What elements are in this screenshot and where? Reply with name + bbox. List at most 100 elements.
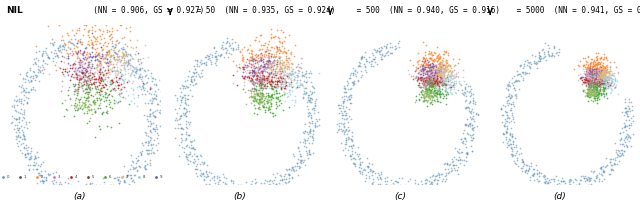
Point <box>120 50 130 53</box>
Point <box>262 70 272 74</box>
Point <box>97 187 107 190</box>
Point <box>271 96 282 99</box>
Point <box>182 86 192 89</box>
Point <box>111 57 121 61</box>
Point <box>46 180 56 183</box>
Point <box>18 89 28 92</box>
Point <box>271 62 281 66</box>
Point <box>26 80 36 83</box>
Text: γ: γ <box>486 6 493 15</box>
Point <box>373 171 383 175</box>
Point <box>409 187 419 190</box>
Point <box>473 113 483 116</box>
Point <box>247 68 257 71</box>
Point <box>564 177 575 181</box>
Point <box>607 80 617 83</box>
Point <box>294 83 305 87</box>
Point <box>443 72 453 75</box>
Point <box>502 103 513 107</box>
Point <box>434 62 444 66</box>
Point <box>87 46 97 50</box>
Point <box>263 48 273 51</box>
Point <box>344 97 354 101</box>
Point <box>470 100 481 103</box>
Point <box>207 176 217 180</box>
Point <box>212 57 222 61</box>
Point <box>588 77 598 80</box>
Point <box>109 46 119 49</box>
Point <box>32 176 42 179</box>
Point <box>267 82 277 86</box>
Point <box>272 80 282 84</box>
Point <box>31 76 41 79</box>
Point <box>279 39 289 42</box>
Point <box>80 76 90 79</box>
Point <box>604 78 614 81</box>
Point <box>235 50 245 54</box>
Point <box>262 187 272 191</box>
Point <box>599 74 609 78</box>
Point <box>284 89 294 92</box>
Point <box>432 59 442 63</box>
Point <box>262 76 272 79</box>
Point <box>462 151 472 155</box>
Point <box>348 81 358 84</box>
Point <box>428 68 438 71</box>
Point <box>594 88 604 91</box>
Point <box>250 185 260 189</box>
Point <box>417 66 428 70</box>
Point <box>588 64 598 68</box>
Point <box>434 90 444 94</box>
Point <box>525 66 535 70</box>
Point <box>247 58 257 61</box>
Point <box>255 79 266 82</box>
Point <box>428 78 438 81</box>
Point <box>266 27 276 30</box>
Point <box>64 70 74 73</box>
Point <box>147 101 157 105</box>
Point <box>563 186 573 190</box>
Point <box>281 80 291 83</box>
Point <box>251 52 261 55</box>
Point <box>140 132 150 135</box>
Point <box>460 124 470 127</box>
Point <box>268 111 278 114</box>
Point <box>600 75 610 79</box>
Point <box>81 97 91 100</box>
Point <box>583 69 593 72</box>
Point <box>221 36 232 39</box>
Point <box>600 66 610 70</box>
Point <box>433 74 443 77</box>
Point <box>257 80 268 83</box>
Point <box>89 98 99 101</box>
Point <box>449 74 459 77</box>
Point <box>444 63 454 66</box>
Point <box>19 145 29 148</box>
Point <box>241 65 252 69</box>
Point <box>126 45 136 48</box>
Point <box>204 54 214 57</box>
Point <box>334 121 344 124</box>
Point <box>506 119 516 122</box>
Point <box>266 79 276 82</box>
Point <box>588 82 598 85</box>
Point <box>128 167 138 171</box>
Point <box>579 80 589 83</box>
Point <box>579 63 589 67</box>
Point <box>255 78 265 82</box>
Point <box>305 148 315 152</box>
Point <box>447 77 458 80</box>
Point <box>424 96 434 99</box>
Point <box>289 78 299 82</box>
Point <box>271 74 281 77</box>
Point <box>298 86 308 89</box>
Point <box>506 143 516 146</box>
Point <box>116 55 127 59</box>
Point <box>623 136 633 139</box>
Point <box>14 99 24 103</box>
Point <box>518 161 528 164</box>
Point <box>614 159 624 163</box>
Point <box>344 76 355 79</box>
Point <box>129 73 140 77</box>
Point <box>419 53 429 56</box>
